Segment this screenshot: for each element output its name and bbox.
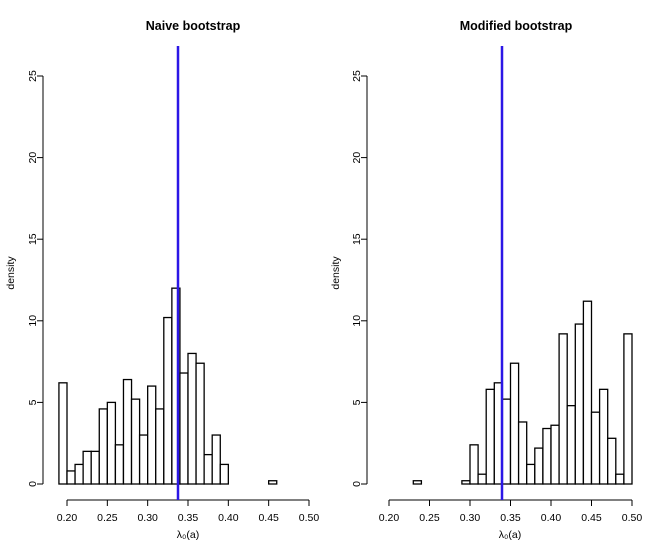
histogram-bar <box>98 408 108 485</box>
histogram-bar <box>203 453 213 485</box>
histogram-bar <box>574 323 585 485</box>
histogram-bar <box>598 388 609 485</box>
histogram-bar <box>90 450 100 485</box>
x-tick-label: 0.25 <box>419 512 440 524</box>
histogram-bar <box>550 424 560 485</box>
histogram-bar <box>501 398 512 485</box>
x-tick-label: 0.50 <box>622 512 643 524</box>
histogram-bar <box>187 352 197 485</box>
histogram-bar <box>412 480 423 485</box>
chart-title: Modified bootstrap <box>460 19 573 33</box>
histogram-bar <box>82 450 92 485</box>
histogram-bar <box>485 388 495 485</box>
histogram-bar <box>534 447 544 485</box>
y-axis-label: density <box>330 256 342 290</box>
x-tick-label: 0.40 <box>218 512 239 524</box>
histogram-bar <box>122 378 133 485</box>
histogram-bar <box>130 398 141 485</box>
y-axis: 0 5 10 15 20 25 density <box>330 70 368 487</box>
y-tick-label: 10 <box>27 315 39 327</box>
histogram-bar <box>558 333 568 485</box>
histogram-bar <box>623 333 633 485</box>
y-tick-label: 0 <box>27 481 39 487</box>
histogram-bar <box>526 463 536 485</box>
histogram-bar <box>615 473 625 485</box>
histogram-bar <box>582 300 593 485</box>
histogram-bar <box>542 427 552 485</box>
histogram-bar <box>106 401 117 485</box>
histogram-bar <box>517 421 528 485</box>
x-ticks: 0.20 0.25 0.30 0.35 0.40 0.45 0.50 <box>57 500 320 524</box>
y-tick-label: 15 <box>27 233 39 245</box>
y-tick-label: 5 <box>351 399 363 405</box>
histogram-bar <box>566 405 576 485</box>
y-ticks: 0 5 10 15 20 25 <box>27 70 43 487</box>
x-tick-label: 0.25 <box>97 512 118 524</box>
x-axis: 0.20 0.25 0.30 0.35 0.40 0.45 0.50 λ₀(a) <box>379 499 643 541</box>
x-tick-label: 0.20 <box>57 512 78 524</box>
histogram-bar <box>590 411 601 485</box>
histogram-bar <box>461 480 471 485</box>
histogram-bar <box>114 444 125 485</box>
y-tick-label: 25 <box>351 70 363 82</box>
x-tick-label: 0.35 <box>178 512 199 524</box>
x-ticks: 0.20 0.25 0.30 0.35 0.40 0.45 0.50 <box>379 500 643 524</box>
histogram-bar <box>147 385 157 485</box>
histogram-bar <box>58 382 68 485</box>
chart-title: Naive bootstrap <box>146 19 241 33</box>
histogram-bar <box>138 434 149 485</box>
x-tick-label: 0.30 <box>137 512 158 524</box>
histogram-bar <box>268 480 278 485</box>
y-tick-label: 20 <box>27 152 39 164</box>
panel-modified-bootstrap: Modified bootstrap 0 5 10 15 20 25 density 0.… <box>330 19 642 541</box>
histogram-bars <box>58 287 278 485</box>
x-tick-label: 0.20 <box>379 512 400 524</box>
histogram-bar <box>211 434 221 485</box>
histogram-bars <box>412 300 633 485</box>
histogram-bar <box>195 362 205 485</box>
x-tick-label: 0.30 <box>460 512 481 524</box>
x-axis-label: λ₀(a) <box>499 529 521 541</box>
histogram-bar <box>179 372 189 485</box>
y-axis-label: density <box>5 256 17 290</box>
histogram-bar <box>469 444 479 485</box>
y-tick-label: 0 <box>351 481 363 487</box>
x-tick-label: 0.50 <box>299 512 320 524</box>
histogram-bar <box>155 408 165 485</box>
histogram-bar <box>509 362 520 485</box>
x-axis: 0.20 0.25 0.30 0.35 0.40 0.45 0.50 λ₀(a) <box>57 499 320 541</box>
histogram-bar <box>477 473 487 485</box>
y-tick-label: 10 <box>351 315 363 327</box>
y-tick-label: 20 <box>351 152 363 164</box>
y-tick-label: 25 <box>27 70 39 82</box>
histogram-bar <box>163 316 173 485</box>
y-axis: 0 5 10 15 20 25 density <box>5 70 44 487</box>
y-tick-label: 5 <box>27 399 39 405</box>
x-tick-label: 0.35 <box>500 512 521 524</box>
histogram-bar <box>607 437 617 485</box>
x-tick-label: 0.45 <box>581 512 602 524</box>
x-tick-label: 0.45 <box>258 512 279 524</box>
histogram-bar <box>74 463 84 485</box>
histogram-bar <box>66 470 76 485</box>
x-tick-label: 0.40 <box>541 512 562 524</box>
y-tick-label: 15 <box>351 233 363 245</box>
y-ticks: 0 5 10 15 20 25 <box>351 70 367 487</box>
histogram-bar <box>219 463 229 485</box>
x-axis-label: λ₀(a) <box>177 529 199 541</box>
